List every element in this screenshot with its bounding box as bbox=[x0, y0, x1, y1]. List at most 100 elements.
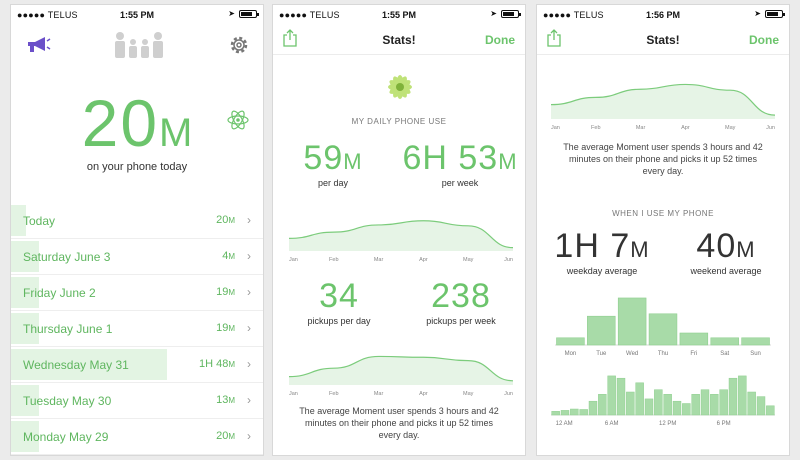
x-tick-label: Feb bbox=[329, 257, 338, 263]
x-tick-label: Thu bbox=[658, 351, 668, 357]
share-icon[interactable] bbox=[283, 29, 297, 47]
day-usage-bar bbox=[11, 205, 27, 236]
x-tick-label: Sat bbox=[720, 351, 729, 357]
day-name: Saturday June 3 bbox=[23, 250, 111, 264]
bar bbox=[579, 409, 588, 416]
bar bbox=[682, 403, 691, 416]
bar bbox=[644, 398, 654, 416]
status-time: 1:56 PM bbox=[645, 10, 680, 20]
nav-bar: Stats! Done bbox=[273, 23, 525, 55]
bar bbox=[738, 375, 747, 416]
day-usage-bar bbox=[11, 349, 168, 380]
bar bbox=[626, 391, 635, 416]
day-row[interactable]: Tuesday May 30 13M › bbox=[11, 383, 263, 419]
bar bbox=[560, 410, 570, 416]
location-arrow-icon: ➤ bbox=[490, 9, 497, 18]
today-total: 20M bbox=[11, 85, 263, 161]
done-button[interactable]: Done bbox=[749, 33, 779, 47]
day-value: 13M bbox=[216, 394, 235, 406]
x-tick-label: May bbox=[463, 391, 474, 397]
share-icon[interactable] bbox=[547, 29, 561, 47]
status-bar: ●●●●● TELUS 1:55 PM ➤ bbox=[273, 5, 525, 23]
bar bbox=[710, 337, 739, 346]
weekend-value: 40 bbox=[696, 227, 737, 265]
weekday-label: weekday average bbox=[566, 266, 638, 276]
chevron-right-icon: › bbox=[247, 429, 251, 443]
x-tick-label: Sun bbox=[750, 351, 761, 357]
megaphone-icon[interactable] bbox=[25, 35, 51, 55]
nav-bar: Stats! Done bbox=[537, 23, 789, 55]
done-button[interactable]: Done bbox=[485, 33, 515, 47]
x-tick-label: Tue bbox=[596, 351, 607, 357]
chevron-right-icon: › bbox=[247, 357, 251, 371]
carrier-label: ●●●●● TELUS bbox=[543, 10, 604, 20]
weekend-label: weekend average bbox=[690, 266, 762, 276]
bar bbox=[648, 313, 678, 346]
day-row[interactable]: Today 20M › bbox=[11, 203, 263, 239]
pickups-week-value: 238 bbox=[431, 277, 491, 315]
status-bar: ●●●●● TELUS 1:56 PM ➤ bbox=[537, 5, 789, 23]
x-tick-label: Apr bbox=[419, 391, 428, 397]
day-row[interactable]: Thursday June 1 19M › bbox=[11, 311, 263, 347]
atom-icon[interactable] bbox=[227, 109, 249, 131]
hourly-usage-chart: 12 AM 6 AM 12 PM 6 PM bbox=[551, 375, 775, 427]
day-row[interactable]: Monday May 29 20M › bbox=[11, 419, 263, 455]
bar bbox=[607, 375, 616, 416]
bar bbox=[756, 396, 766, 416]
bar bbox=[663, 394, 672, 416]
per-week-stat: 6H 53M per week bbox=[393, 139, 525, 188]
status-bar: ●●●●● TELUS 1:55 PM ➤ bbox=[11, 5, 263, 23]
per-day-label: per day bbox=[317, 178, 349, 188]
battery-icon bbox=[501, 9, 521, 18]
day-usage-bar bbox=[11, 385, 39, 416]
day-usage-bar bbox=[11, 277, 39, 308]
x-tick-label: Jan bbox=[551, 125, 560, 131]
pickups-day-value: 34 bbox=[319, 277, 359, 315]
day-name: Thursday June 1 bbox=[23, 322, 113, 336]
day-name: Friday June 2 bbox=[23, 286, 96, 300]
day-name: Monday May 29 bbox=[23, 430, 109, 444]
bar bbox=[616, 377, 626, 416]
gear-icon[interactable] bbox=[227, 33, 251, 57]
family-icon[interactable] bbox=[111, 31, 167, 59]
pickups-day-stat: 34 pickups per day bbox=[273, 277, 405, 326]
bar bbox=[728, 377, 738, 416]
day-name: Wednesday May 31 bbox=[23, 358, 129, 372]
x-tick-label: Mon bbox=[565, 351, 577, 357]
usage-trend-chart: Jan Feb Mar Apr May Jun bbox=[551, 83, 775, 131]
chevron-right-icon: › bbox=[247, 213, 251, 227]
day-row[interactable]: Saturday June 3 4M › bbox=[11, 239, 263, 275]
x-tick-label: Apr bbox=[419, 257, 428, 263]
day-row[interactable]: Wednesday May 31 1H 48M › bbox=[11, 347, 263, 383]
phone-screen-stats-1: ●●●●● TELUS 1:55 PM ➤ Stats! Done MY DAI… bbox=[272, 4, 526, 456]
x-tick-label: Wed bbox=[626, 351, 638, 357]
location-arrow-icon: ➤ bbox=[228, 9, 235, 18]
weekday-value: 1H 7 bbox=[554, 227, 631, 265]
bar bbox=[700, 389, 710, 416]
day-usage-bar bbox=[11, 241, 39, 272]
bar bbox=[719, 389, 728, 416]
section-label: WHEN I USE MY PHONE bbox=[612, 209, 714, 218]
weekday-unit: M bbox=[630, 237, 650, 262]
status-time: 1:55 PM bbox=[119, 10, 154, 20]
chevron-right-icon: › bbox=[247, 249, 251, 263]
per-day-stat: 59M per day bbox=[273, 139, 393, 188]
bar bbox=[570, 408, 579, 416]
today-total-label: on your phone today bbox=[86, 161, 188, 173]
x-tick-label: Jan bbox=[289, 257, 298, 263]
daily-use-chart: Jan Feb Mar Apr May Jun bbox=[289, 220, 513, 263]
pickups-week-label: pickups per week bbox=[426, 316, 496, 326]
x-tick-label: Feb bbox=[329, 391, 338, 397]
per-week-label: per week bbox=[441, 178, 479, 188]
x-tick-label: Mar bbox=[374, 391, 384, 397]
x-tick-label: 6 PM bbox=[717, 421, 731, 427]
x-tick-label: Mar bbox=[374, 257, 384, 263]
day-row[interactable]: Friday June 2 19M › bbox=[11, 275, 263, 311]
carrier-label: ●●●●● TELUS bbox=[279, 10, 340, 20]
bar bbox=[598, 394, 607, 416]
series-line bbox=[289, 355, 513, 382]
chevron-right-icon: › bbox=[247, 285, 251, 299]
x-tick-label: 6 AM bbox=[605, 421, 619, 427]
day-value: 20M bbox=[216, 430, 235, 442]
phone-screen-stats-2: ●●●●● TELUS 1:56 PM ➤ Stats! Done Jan Feb… bbox=[536, 4, 790, 456]
